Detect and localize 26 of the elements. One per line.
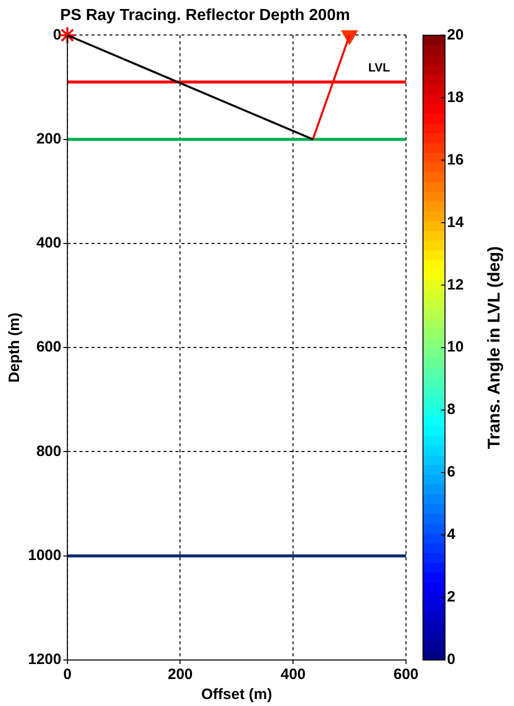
y-tick-label: 400 bbox=[36, 234, 62, 252]
color-bar-label: 6 bbox=[447, 464, 456, 481]
color-bar-label: 10 bbox=[447, 338, 464, 356]
color-bar-title: Trans. Angle in LVL (deg) bbox=[484, 246, 504, 449]
ref-line-label: LVL bbox=[368, 60, 390, 74]
x-tick-label: 200 bbox=[168, 666, 193, 684]
y-axis-title: Depth (m) bbox=[6, 312, 24, 383]
color-bar-label: 4 bbox=[447, 526, 456, 544]
color-bar-label: 8 bbox=[447, 401, 456, 418]
color-bar-label: 20 bbox=[447, 26, 464, 44]
y-tick-label: 800 bbox=[36, 442, 62, 460]
chart-title: PS Ray Tracing. Reflector Depth 200m bbox=[60, 7, 350, 24]
y-tick-label: 600 bbox=[36, 338, 62, 356]
y-tick-label: 200 bbox=[36, 130, 62, 148]
y-tick-label: 1200 bbox=[28, 651, 62, 668]
color-bar-label: 12 bbox=[447, 276, 464, 294]
x-tick-label: 600 bbox=[393, 666, 419, 684]
color-bar-label: 18 bbox=[447, 88, 464, 106]
x-axis-title: Offset (m) bbox=[201, 686, 272, 704]
color-bar-label: 0 bbox=[447, 651, 456, 668]
color-bar-label: 14 bbox=[447, 214, 464, 231]
color-bar-label: 16 bbox=[447, 151, 464, 168]
y-tick-label: 1000 bbox=[28, 547, 62, 564]
y-tick-label: 0 bbox=[53, 26, 62, 44]
x-tick-label: 400 bbox=[280, 666, 306, 684]
color-bar-label: 2 bbox=[447, 588, 456, 606]
